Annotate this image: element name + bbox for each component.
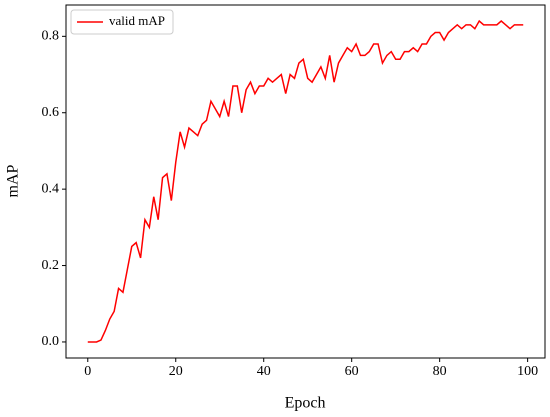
data-line xyxy=(87,19,524,343)
x-tick-label: 100 xyxy=(517,364,538,379)
y-tick-label: 0.4 xyxy=(42,181,60,196)
y-tick-label: 0.8 xyxy=(42,29,60,44)
x-tick-label: 40 xyxy=(257,364,271,379)
legend-box xyxy=(70,9,174,35)
y-axis-label: mAP xyxy=(5,164,22,197)
x-tick-label: 20 xyxy=(169,364,183,379)
y-tick-label: 0.0 xyxy=(42,334,60,349)
x-tick-label: 0 xyxy=(84,364,91,379)
y-tick-label: 0.6 xyxy=(42,105,60,120)
x-axis-label: Epoch xyxy=(285,395,326,412)
x-tick-label: 80 xyxy=(433,364,447,379)
y-tick-label: 0.2 xyxy=(42,258,60,273)
plot-frame xyxy=(65,4,546,359)
x-tick-label: 60 xyxy=(345,364,359,379)
legend-label: valid mAP xyxy=(109,13,165,28)
